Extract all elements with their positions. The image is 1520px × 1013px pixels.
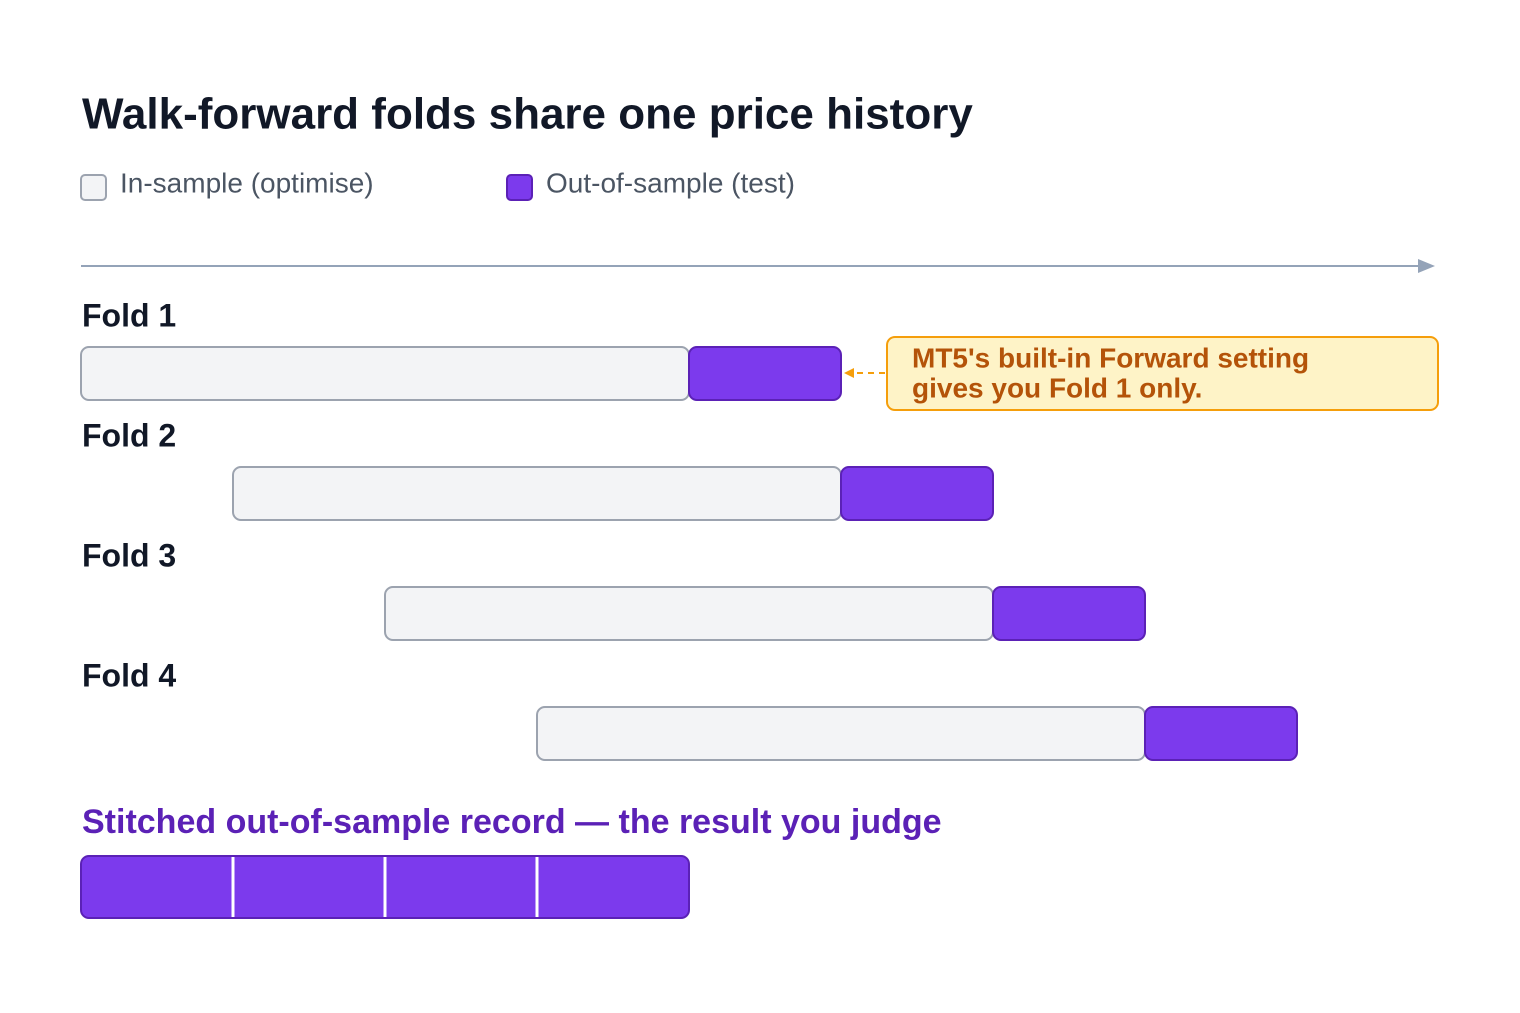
out-of-sample-bar: [840, 466, 994, 521]
out-of-sample-bar: [688, 346, 842, 401]
legend-label: In-sample (optimise): [120, 167, 374, 198]
fold-label: Fold 1: [82, 297, 176, 333]
callout-text: gives you Fold 1 only.: [912, 372, 1202, 403]
in-sample-bar: [384, 586, 994, 641]
callout-arrowhead: [844, 368, 854, 378]
out-of-sample-bar: [1144, 706, 1298, 761]
fold-label: Fold 4: [82, 657, 176, 693]
fold-label: Fold 2: [82, 417, 176, 453]
legend-swatch: [80, 174, 107, 201]
legend-label: Out-of-sample (test): [546, 167, 795, 198]
out-of-sample-bar: [992, 586, 1146, 641]
callout-box: [886, 336, 1439, 411]
in-sample-bar: [80, 346, 690, 401]
axis-arrow: [1418, 259, 1435, 273]
legend-swatch: [506, 174, 533, 201]
callout-text: MT5's built-in Forward setting: [912, 342, 1309, 373]
in-sample-bar: [232, 466, 842, 521]
title: Walk-forward folds share one price histo…: [82, 90, 973, 139]
fold-label: Fold 3: [82, 537, 176, 573]
in-sample-bar: [536, 706, 1146, 761]
stitched-label: Stitched out-of-sample record — the resu…: [82, 803, 942, 841]
